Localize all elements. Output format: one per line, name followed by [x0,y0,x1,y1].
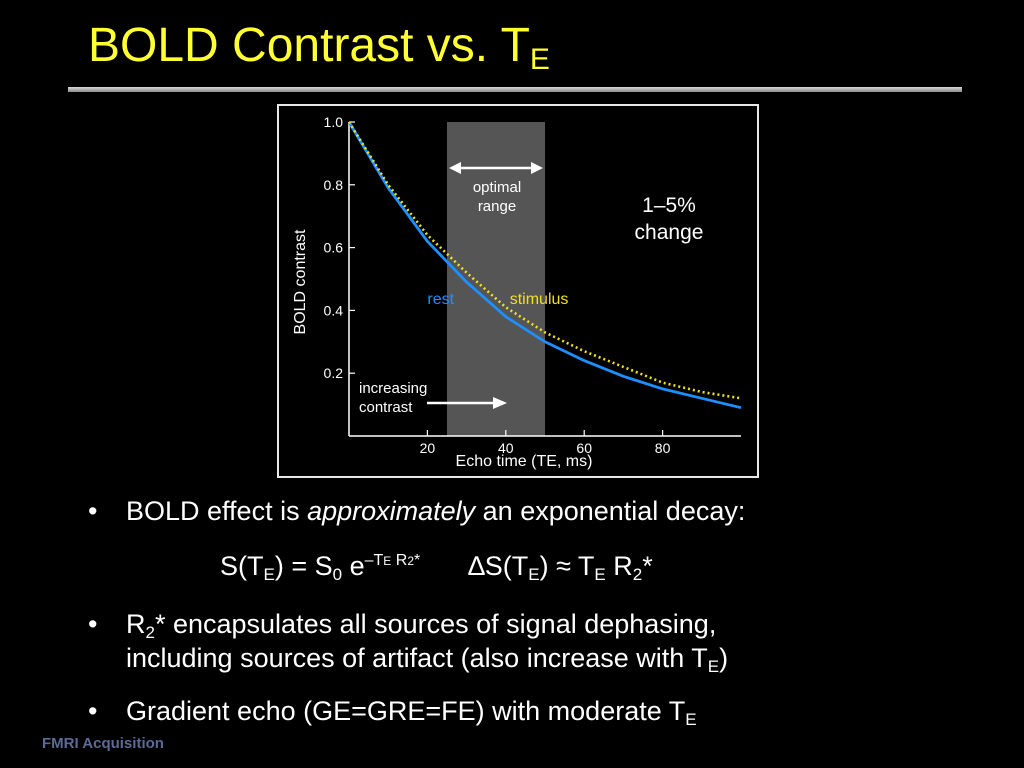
x-tick-label: 60 [576,440,592,456]
change-label-line2: change [635,221,704,244]
x-tick-label: 20 [420,440,436,456]
series-rest-curve [347,121,742,410]
optimal-label: optimal [473,179,521,196]
eq-exp-r-sub: 2 [407,554,414,568]
bullet-1-pre: BOLD effect is [126,496,308,526]
range-label: range [478,198,516,215]
eq-exp-star: * [414,552,421,569]
optimal-range-arrowhead-left [449,162,461,174]
bold-contrast-chart: 20 40 60 80 0.2 0.4 0.6 0.8 1.0 rest stimulus opt… [277,104,759,478]
decay-equation: S(TE) = S0 e–TE R2* ∆S(TE) ≈ TE R2* [220,551,653,585]
contrast-label: contrast [359,399,413,416]
eq-star: * [642,551,653,581]
bullet-1-text: BOLD effect is approximately an exponent… [126,494,745,528]
increasing-label: increasing [359,380,427,397]
footer-label: FMRI Acquisition [42,735,164,752]
bullet-2-line1-text: * encapsulates all sources of signal dep… [154,609,717,639]
bullet-2-r: R [126,609,146,639]
x-tick-label: 40 [498,440,514,456]
eq-delta-s: ∆S(T [468,551,529,581]
eq-e: e [342,551,365,581]
bullet-2-r-sub: 2 [145,623,155,642]
series-stimulus-curve [347,121,742,400]
bullet-3-main: Gradient echo (GE=GRE=FE) with moderate … [126,696,686,726]
x-tick-label: 80 [655,440,671,456]
bullet-2-line1: R2* encapsulates all sources of signal d… [126,607,716,650]
eq-s: S(T [220,551,264,581]
eq-exp-te: –T [364,552,384,569]
bullet-marker: • [88,609,98,639]
y-tick-label: 0.4 [324,302,344,318]
eq-s-sub: E [263,565,275,584]
eq-delta-sub: E [528,565,540,584]
eq-te-sub: E [594,565,606,584]
bullet-2-te-sub: E [707,657,720,676]
bullet-marker: • [88,696,98,726]
slide-title-main: BOLD Contrast vs. T [88,19,530,72]
title-divider [68,87,962,92]
eq-exp-te-sub: E [383,554,392,568]
y-axis-label: BOLD contrast [292,229,309,334]
chart-svg: 20 40 60 80 0.2 0.4 0.6 0.8 1.0 rest stimulus opt… [292,114,742,470]
y-tick-label: 1.0 [324,114,344,130]
bullet-marker: • [88,496,98,526]
bullet-2-line2-text: including sources of artifact (also incr… [126,643,708,673]
slide-title: BOLD Contrast vs. TE [88,22,550,75]
y-tick-label: 0.8 [324,177,344,193]
bullet-1-emphasis: approximately [307,496,476,526]
series-rest-label: rest [427,291,454,308]
slide-title-subscript: E [529,43,550,76]
eq-r: R [605,551,633,581]
eq-exp-r: R [391,552,408,569]
bullet-2-close-paren: ) [719,643,729,673]
y-tick-label: 0.2 [324,365,344,381]
eq-exponent: –TE R2* [365,552,421,569]
eq-equals-s: ) = S [274,551,333,581]
optimal-range-arrowhead-right [531,162,543,174]
y-tick-label: 0.6 [324,240,344,256]
bullet-3-text: Gradient echo (GE=GRE=FE) with moderate … [126,694,697,737]
bullet-2-line2: including sources of artifact (also incr… [126,641,728,684]
eq-r-sub: 2 [632,565,643,584]
bullet-1-post: an exponential decay: [475,496,746,526]
x-axis-label: Echo time (TE, ms) [456,453,593,470]
change-label-line1: 1–5% [642,194,696,217]
series-stimulus-label: stimulus [510,291,569,308]
increasing-contrast-arrowhead [493,397,507,409]
eq-approx-te: ) ≈ T [539,551,595,581]
bullet-3-sub: E [685,710,697,729]
eq-s0-sub: 0 [332,565,343,584]
